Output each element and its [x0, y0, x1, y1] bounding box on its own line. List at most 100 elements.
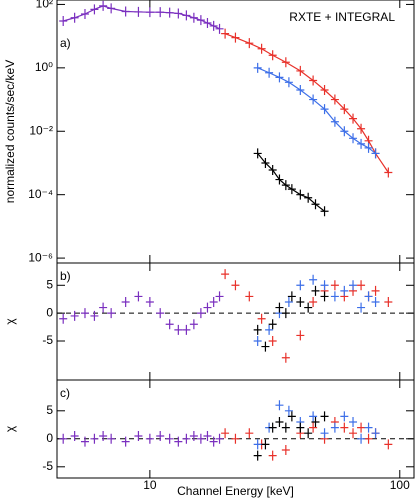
data-point: [275, 302, 284, 313]
data-point: [371, 148, 380, 159]
data-point: [196, 433, 205, 444]
data-point: [364, 291, 373, 302]
y-tick-label: 10⁻⁶: [28, 250, 53, 264]
data-point: [340, 104, 349, 115]
data-point: [349, 417, 358, 427]
data-point: [221, 269, 230, 280]
data-point: [90, 4, 99, 15]
spectrum-line: [224, 33, 389, 173]
data-point: [165, 433, 174, 444]
data-point: [296, 330, 305, 341]
data-point: [284, 405, 293, 416]
y-tick-label: 10⁰: [35, 60, 53, 74]
data-point: [253, 62, 262, 73]
data-point: [371, 297, 380, 307]
data-point: [281, 352, 290, 363]
data-point: [281, 422, 290, 433]
data-point: [70, 310, 79, 321]
y-tick-label: 5: [46, 277, 53, 291]
data-point: [275, 417, 284, 427]
data-point: [80, 436, 89, 447]
data-point: [296, 280, 305, 291]
data-point: [253, 324, 262, 335]
data-point: [309, 75, 318, 86]
data-point: [330, 422, 339, 433]
y-tick-label: 0: [46, 305, 53, 319]
data-point: [284, 297, 293, 307]
x-tick-label: 10: [143, 478, 157, 492]
data-point: [384, 439, 393, 450]
panel-label: c): [60, 386, 70, 400]
data-point: [189, 431, 198, 441]
data-point: [330, 280, 339, 291]
data-point: [261, 341, 270, 352]
data-point: [245, 291, 254, 302]
data-point: [296, 189, 305, 200]
data-point: [349, 133, 358, 144]
data-point: [287, 411, 296, 422]
data-point: [215, 291, 224, 302]
data-point: [309, 422, 318, 433]
data-point: [203, 431, 212, 441]
data-point: [281, 57, 290, 68]
data-point: [156, 308, 165, 319]
y-tick-label: 10⁻⁴: [28, 187, 53, 201]
panel-label: a): [60, 36, 71, 50]
data-point: [221, 428, 230, 439]
data-point: [182, 324, 191, 335]
data-point: [145, 433, 154, 444]
data-point: [364, 142, 373, 153]
y-axis-label: χ: [3, 425, 17, 432]
data-point: [189, 319, 198, 330]
data-point: [134, 6, 143, 17]
data-point: [265, 324, 274, 335]
y-tick-label: 10²: [36, 0, 53, 11]
data-point: [268, 165, 277, 176]
data-point: [99, 302, 108, 313]
data-point: [357, 280, 366, 291]
data-point: [209, 436, 218, 447]
data-point: [59, 433, 68, 444]
data-point: [371, 285, 380, 296]
data-point: [215, 23, 224, 34]
data-point: [196, 15, 205, 26]
data-point: [357, 302, 366, 313]
data-point: [309, 297, 318, 307]
data-point: [364, 422, 373, 433]
data-point: [182, 10, 191, 21]
data-point: [384, 297, 393, 307]
data-point: [174, 8, 183, 19]
data-point: [59, 313, 68, 324]
y-tick-label: 5: [46, 403, 53, 417]
data-point: [320, 280, 329, 291]
data-point: [134, 291, 143, 302]
data-point: [174, 324, 183, 335]
data-point: [174, 436, 183, 447]
data-point: [107, 308, 116, 319]
data-point: [231, 280, 240, 291]
data-point: [121, 6, 130, 17]
x-axis-label: Channel Energy [keV]: [177, 484, 294, 498]
data-point: [364, 433, 373, 444]
panel-label: b): [60, 269, 71, 283]
data-point: [330, 94, 339, 105]
data-point: [209, 297, 218, 307]
data-point: [296, 65, 305, 76]
data-point: [145, 297, 154, 307]
data-point: [287, 291, 296, 302]
data-point: [357, 422, 366, 433]
data-point: [257, 43, 266, 54]
data-point: [70, 431, 79, 441]
data-point: [340, 411, 349, 422]
data-point: [296, 85, 305, 96]
spectrum-line: [257, 153, 325, 212]
y-axis-label: normalized counts/sec/keV: [3, 60, 17, 203]
data-point: [245, 38, 254, 49]
data-point: [275, 400, 284, 411]
data-point: [107, 3, 116, 14]
data-point: [268, 319, 277, 330]
data-point: [304, 302, 313, 313]
data-point: [281, 308, 290, 319]
data-point: [320, 428, 329, 439]
data-point: [296, 422, 305, 433]
